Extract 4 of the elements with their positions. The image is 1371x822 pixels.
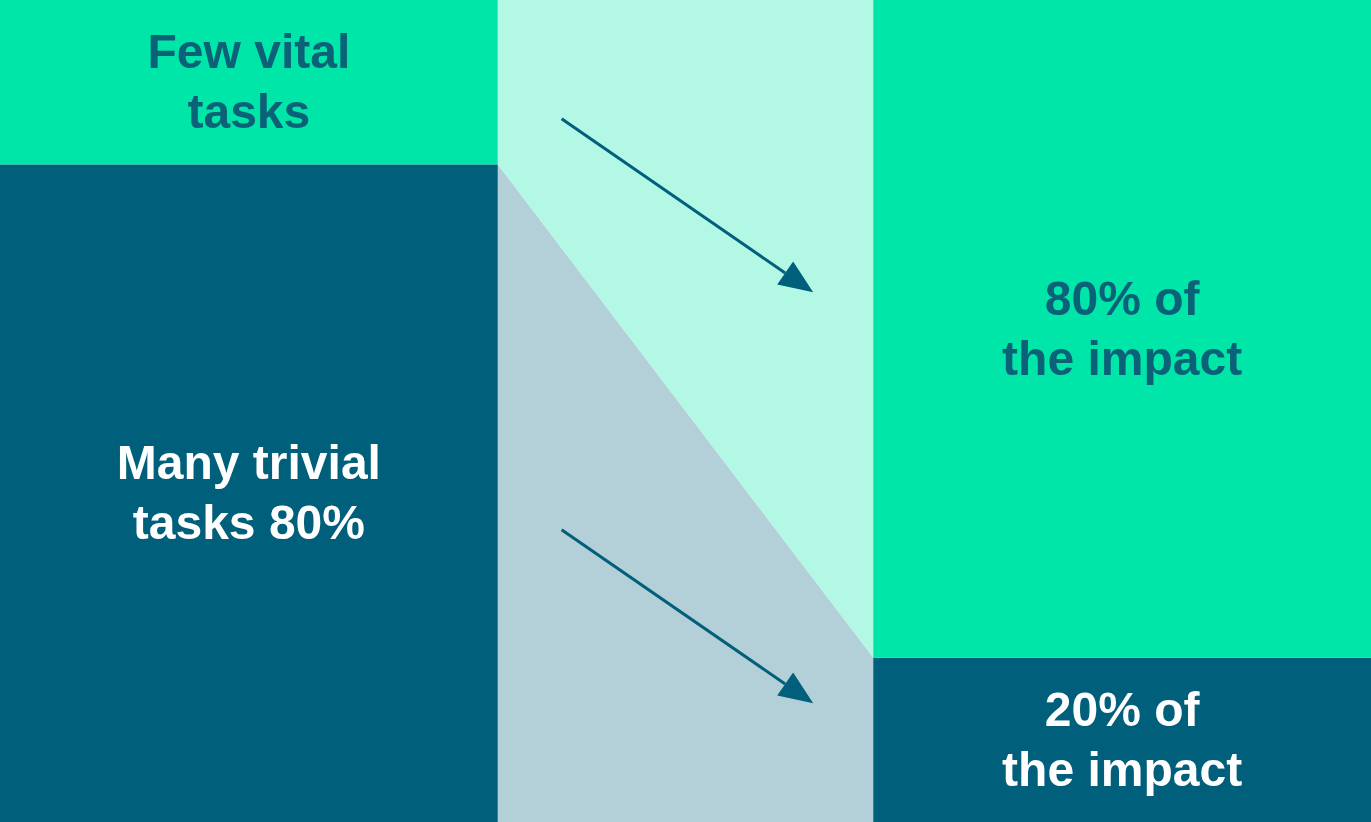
data-label: Few vital tasks	[147, 25, 351, 139]
data-label: Many trivial tasks 80%	[116, 436, 381, 550]
data-label: 20% of the impact	[1002, 682, 1243, 796]
data-label: 80% of the impact	[1002, 271, 1243, 385]
